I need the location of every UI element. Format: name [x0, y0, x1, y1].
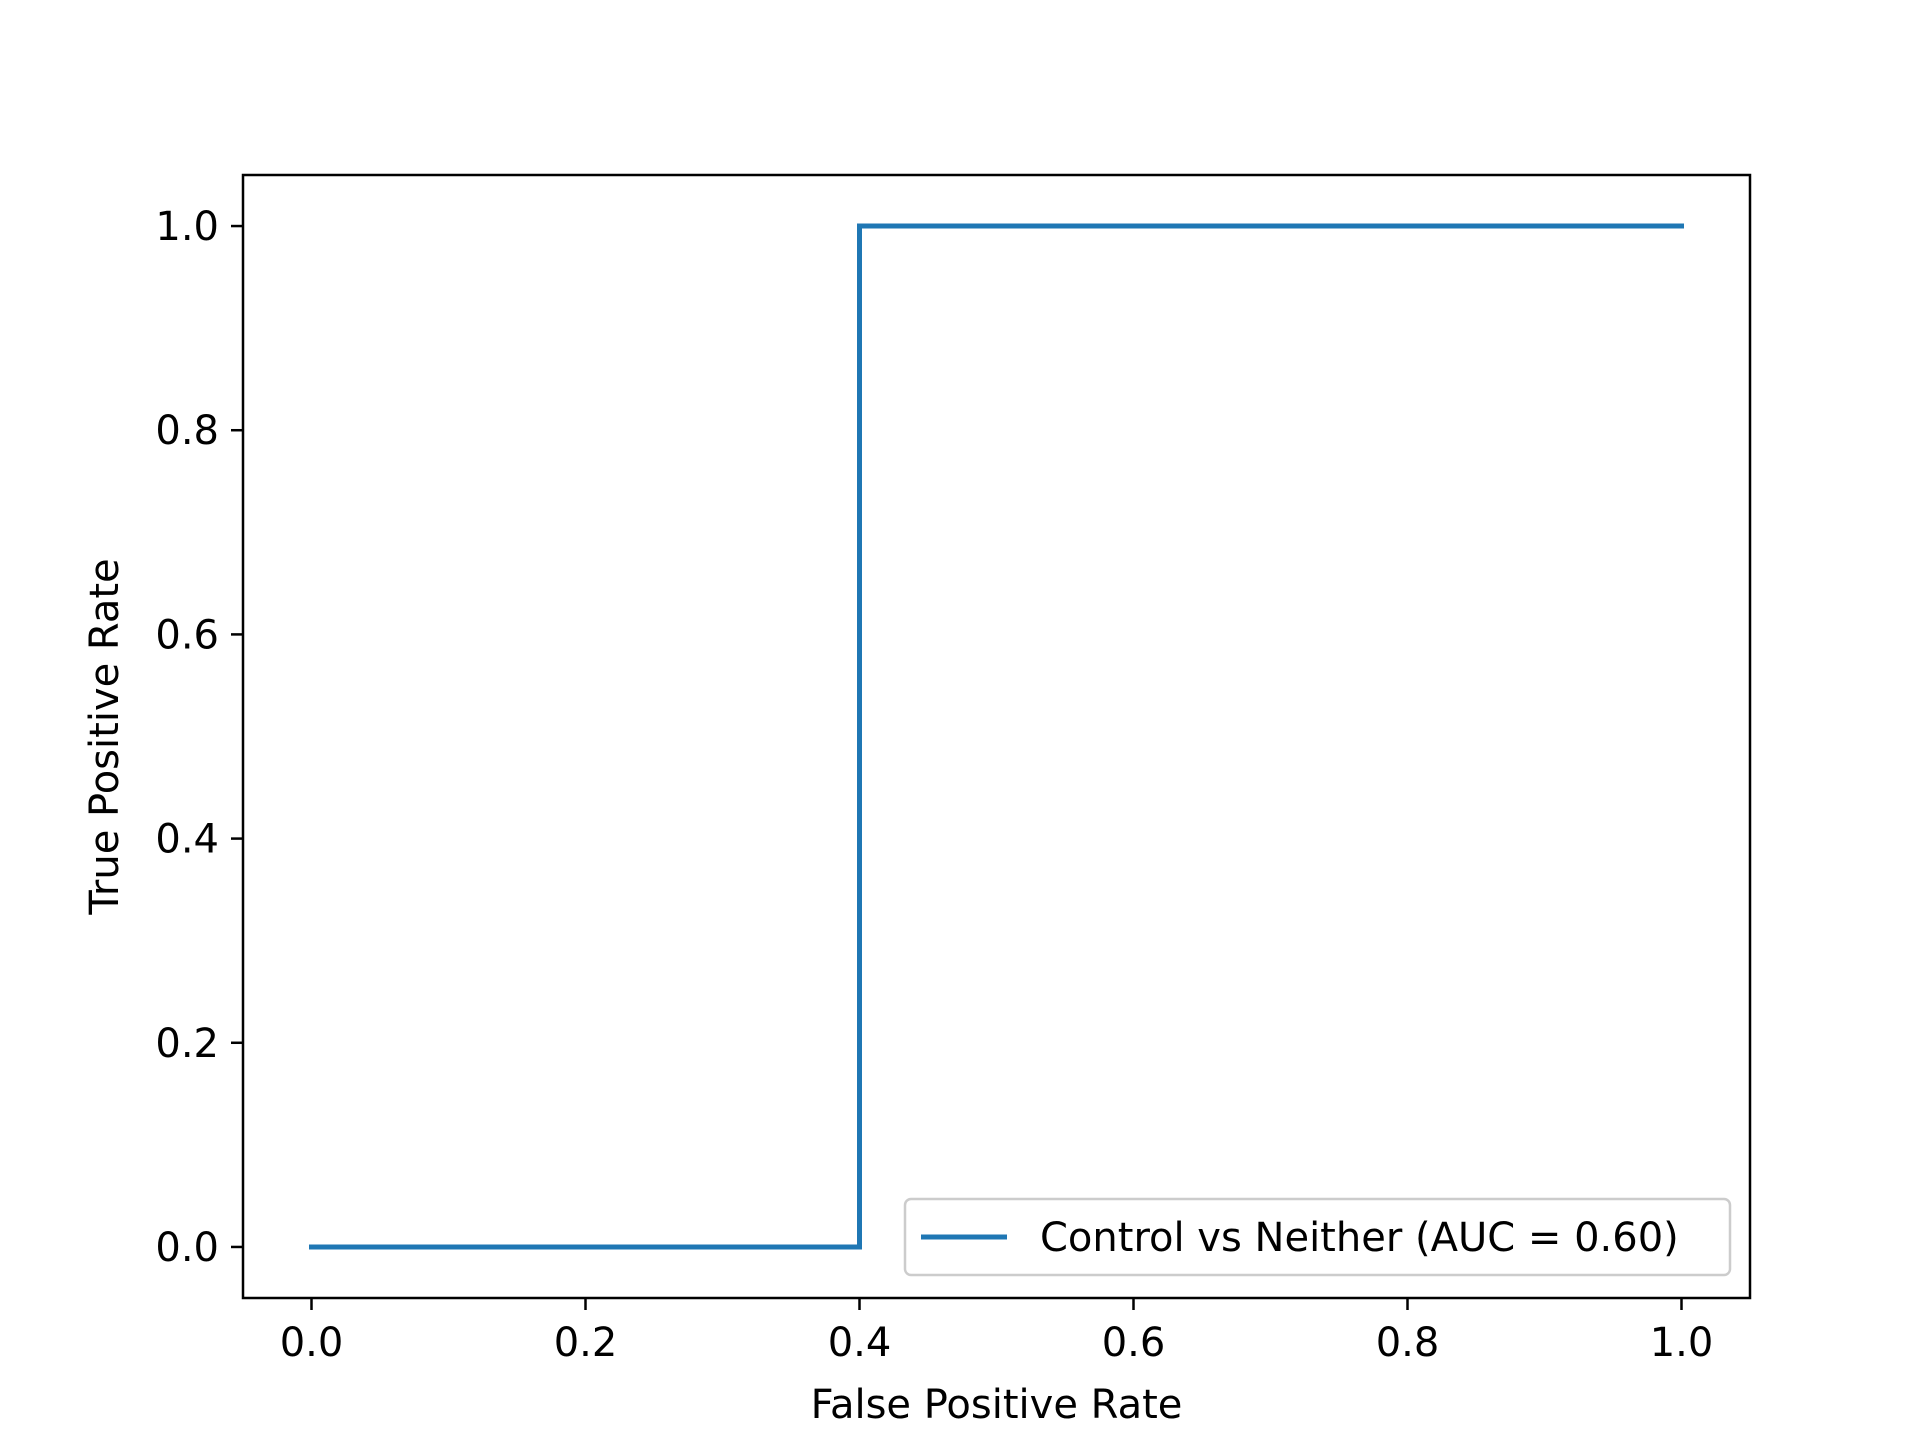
y-tick-label: 0.6: [155, 612, 219, 658]
x-tick-label: 0.4: [828, 1320, 892, 1366]
y-tick-label: 0.0: [155, 1225, 219, 1271]
series-layer: [309, 223, 1684, 1250]
x-axis-ticks: 0.0 0.2 0.4 0.6 0.8 1.0: [280, 1298, 1714, 1366]
legend-box: [903, 1197, 1732, 1277]
x-tick-label: 0.2: [554, 1320, 618, 1366]
legend-entry-label: Control vs Neither (AUC = 0.60): [1040, 1215, 1679, 1261]
legend: Control vs Neither (AUC = 0.60): [903, 1197, 1732, 1277]
x-tick-label: 0.0: [280, 1320, 344, 1366]
plot-frame: [241, 173, 1752, 1300]
y-axis-ticks: 0.0 0.2 0.4 0.6 0.8 1.0: [155, 204, 243, 1271]
x-axis-label: False Positive Rate: [811, 1382, 1183, 1428]
x-tick-label: 1.0: [1650, 1320, 1714, 1366]
x-tick-label: 0.8: [1376, 1320, 1440, 1366]
y-tick-label: 0.2: [155, 1021, 219, 1067]
y-tick-label: 0.4: [155, 817, 219, 863]
series-line: [309, 223, 1684, 1250]
y-tick-label: 1.0: [155, 204, 219, 250]
y-axis-label: True Positive Rate: [82, 558, 128, 915]
x-tick-label: 0.6: [1102, 1320, 1166, 1366]
y-tick-label: 0.8: [155, 408, 219, 454]
